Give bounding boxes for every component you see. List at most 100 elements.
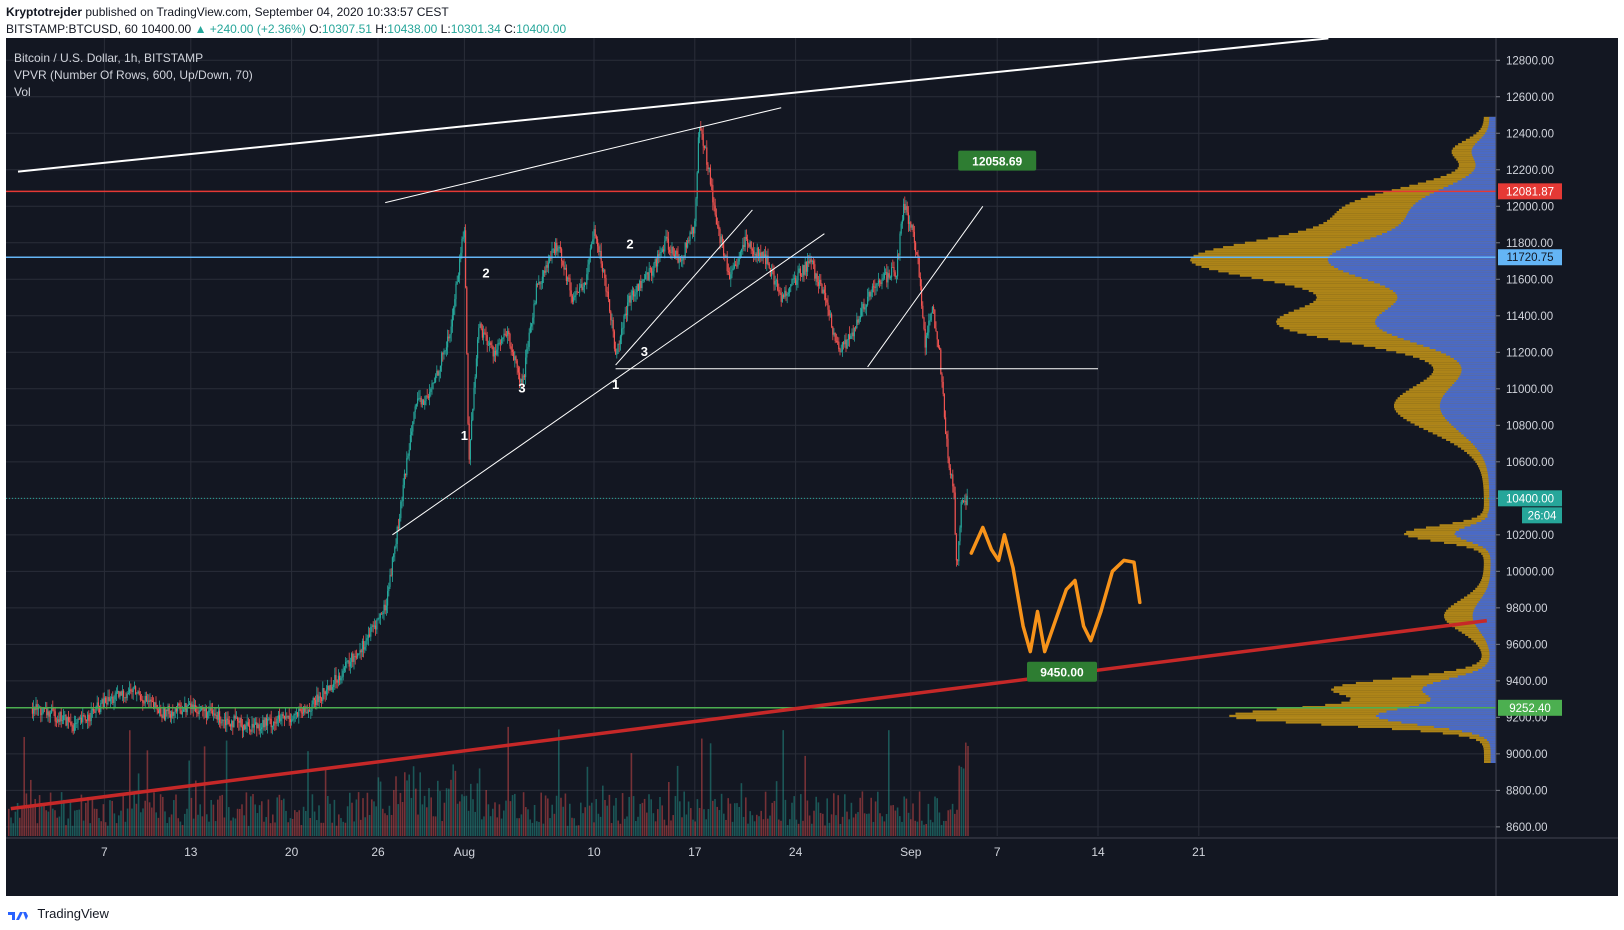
price-badge-label: 10400.00 (1506, 493, 1554, 505)
candle-body (257, 724, 259, 729)
candle-body (580, 284, 582, 288)
tradingview-logo[interactable]: TradingView (8, 906, 109, 921)
vpvr-row-up (1397, 708, 1496, 711)
wedge-trendline[interactable] (867, 205, 984, 368)
volume-bar (351, 802, 353, 836)
volume-bar (848, 819, 850, 836)
vpvr-row-up (1489, 489, 1496, 492)
candle-body (527, 346, 529, 350)
price-projection-path[interactable] (969, 525, 1142, 654)
volume-bar (905, 798, 908, 836)
candle-body (157, 710, 159, 714)
candle-body (174, 708, 176, 713)
candle-body (537, 283, 539, 285)
volume-bar (465, 795, 468, 836)
candle-body (522, 375, 524, 383)
candle-body (840, 351, 842, 353)
candle-body (823, 289, 825, 293)
candle-body (835, 340, 837, 342)
volume-bar (509, 801, 512, 836)
volume-bar (797, 823, 800, 836)
candle-body (321, 697, 323, 702)
candle-body (245, 725, 247, 730)
candle-body (263, 720, 265, 728)
legend-volume-indicator: Vol (14, 85, 31, 99)
vpvr-row-up (1476, 447, 1496, 450)
candle-body (960, 501, 962, 528)
candle-body (671, 246, 673, 253)
price-axis[interactable]: 8600.008800.009000.009200.009400.009600.… (1495, 38, 1618, 896)
vpvr-row-up (1343, 270, 1496, 273)
vpvr-row-up (1471, 171, 1496, 174)
upper-channel-trendline[interactable] (385, 107, 782, 204)
candle-body (936, 331, 938, 340)
candle-body (883, 273, 885, 279)
vpvr-row-up (1473, 169, 1496, 172)
vpvr-row-up (1486, 587, 1496, 590)
vpvr-row-up (1488, 480, 1496, 483)
candle-body (460, 252, 462, 259)
vpvr-row-up (1338, 267, 1496, 271)
vpvr-row-down (1411, 675, 1496, 678)
vpvr-row-up (1474, 167, 1496, 170)
vpvr-row-up (1485, 640, 1496, 643)
candle-body (461, 238, 463, 253)
candle-body (847, 334, 849, 340)
steep-support-trendline[interactable] (615, 209, 753, 366)
candle-body (437, 370, 439, 376)
vpvr-row-up (1379, 313, 1496, 317)
long-term-support-trendline[interactable] (10, 618, 1488, 811)
candle-body (71, 724, 73, 726)
price-badge-label: 11720.75 (1506, 252, 1553, 264)
volume-bar (505, 800, 507, 836)
candle-body (47, 711, 49, 716)
vpvr-row-up (1490, 557, 1496, 560)
chart-pane[interactable]: 12058.69 9450.00 1 2 3 2 3 1 Bitcoin / U.S. Doll… (6, 38, 1618, 896)
volume-bar (355, 799, 358, 836)
vpvr-row-up (1482, 633, 1496, 636)
time-axis[interactable]: 7 13 20 26 Aug 10 17 24 Sep 7 14 21 (6, 837, 1618, 859)
candle-body (901, 219, 903, 224)
publisher-name[interactable]: Kryptotrejder (6, 5, 83, 19)
volume-bar (599, 816, 602, 836)
volume-bar (932, 822, 934, 836)
vpvr-row-up (1474, 445, 1496, 448)
volume-bar (327, 795, 329, 836)
candle-body (293, 714, 295, 719)
vpvr-row-down (1467, 594, 1496, 597)
candle-body (903, 203, 905, 220)
vpvr-row-up (1485, 517, 1496, 520)
candle-body (52, 708, 54, 710)
vpvr-row-up (1407, 213, 1496, 216)
vpvr-row-up (1387, 230, 1496, 233)
candle-body (712, 185, 714, 203)
volume-bar (296, 812, 298, 836)
volume-bar (731, 821, 734, 836)
candle-body (827, 302, 829, 310)
volume-bar (225, 740, 228, 836)
candle-body (687, 240, 689, 248)
candle-body (407, 455, 409, 459)
time-tick-label: Aug (454, 845, 475, 859)
candle-body (922, 305, 924, 318)
candle-body (273, 721, 275, 726)
volume-bar (896, 807, 899, 836)
volume-bar (694, 821, 696, 836)
candle-body (306, 712, 308, 713)
long-term-resistance-trendline[interactable] (17, 38, 1329, 173)
vpvr-row-up (1446, 353, 1496, 356)
candle-body (742, 245, 744, 250)
price-tick-label: 11600.00 (1506, 274, 1553, 286)
volume-bar (659, 797, 661, 836)
candle-body (893, 267, 895, 273)
vpvr-row-down (1392, 677, 1496, 680)
rising-support-trendline[interactable] (392, 233, 825, 536)
candle-body (781, 294, 783, 302)
candle-body (243, 724, 245, 731)
vpvr-row-down (1465, 633, 1496, 636)
candle-body (316, 694, 318, 705)
vpvr-row-down (1229, 714, 1496, 717)
vpvr-row-down (1475, 642, 1496, 645)
candle-body (219, 711, 221, 723)
